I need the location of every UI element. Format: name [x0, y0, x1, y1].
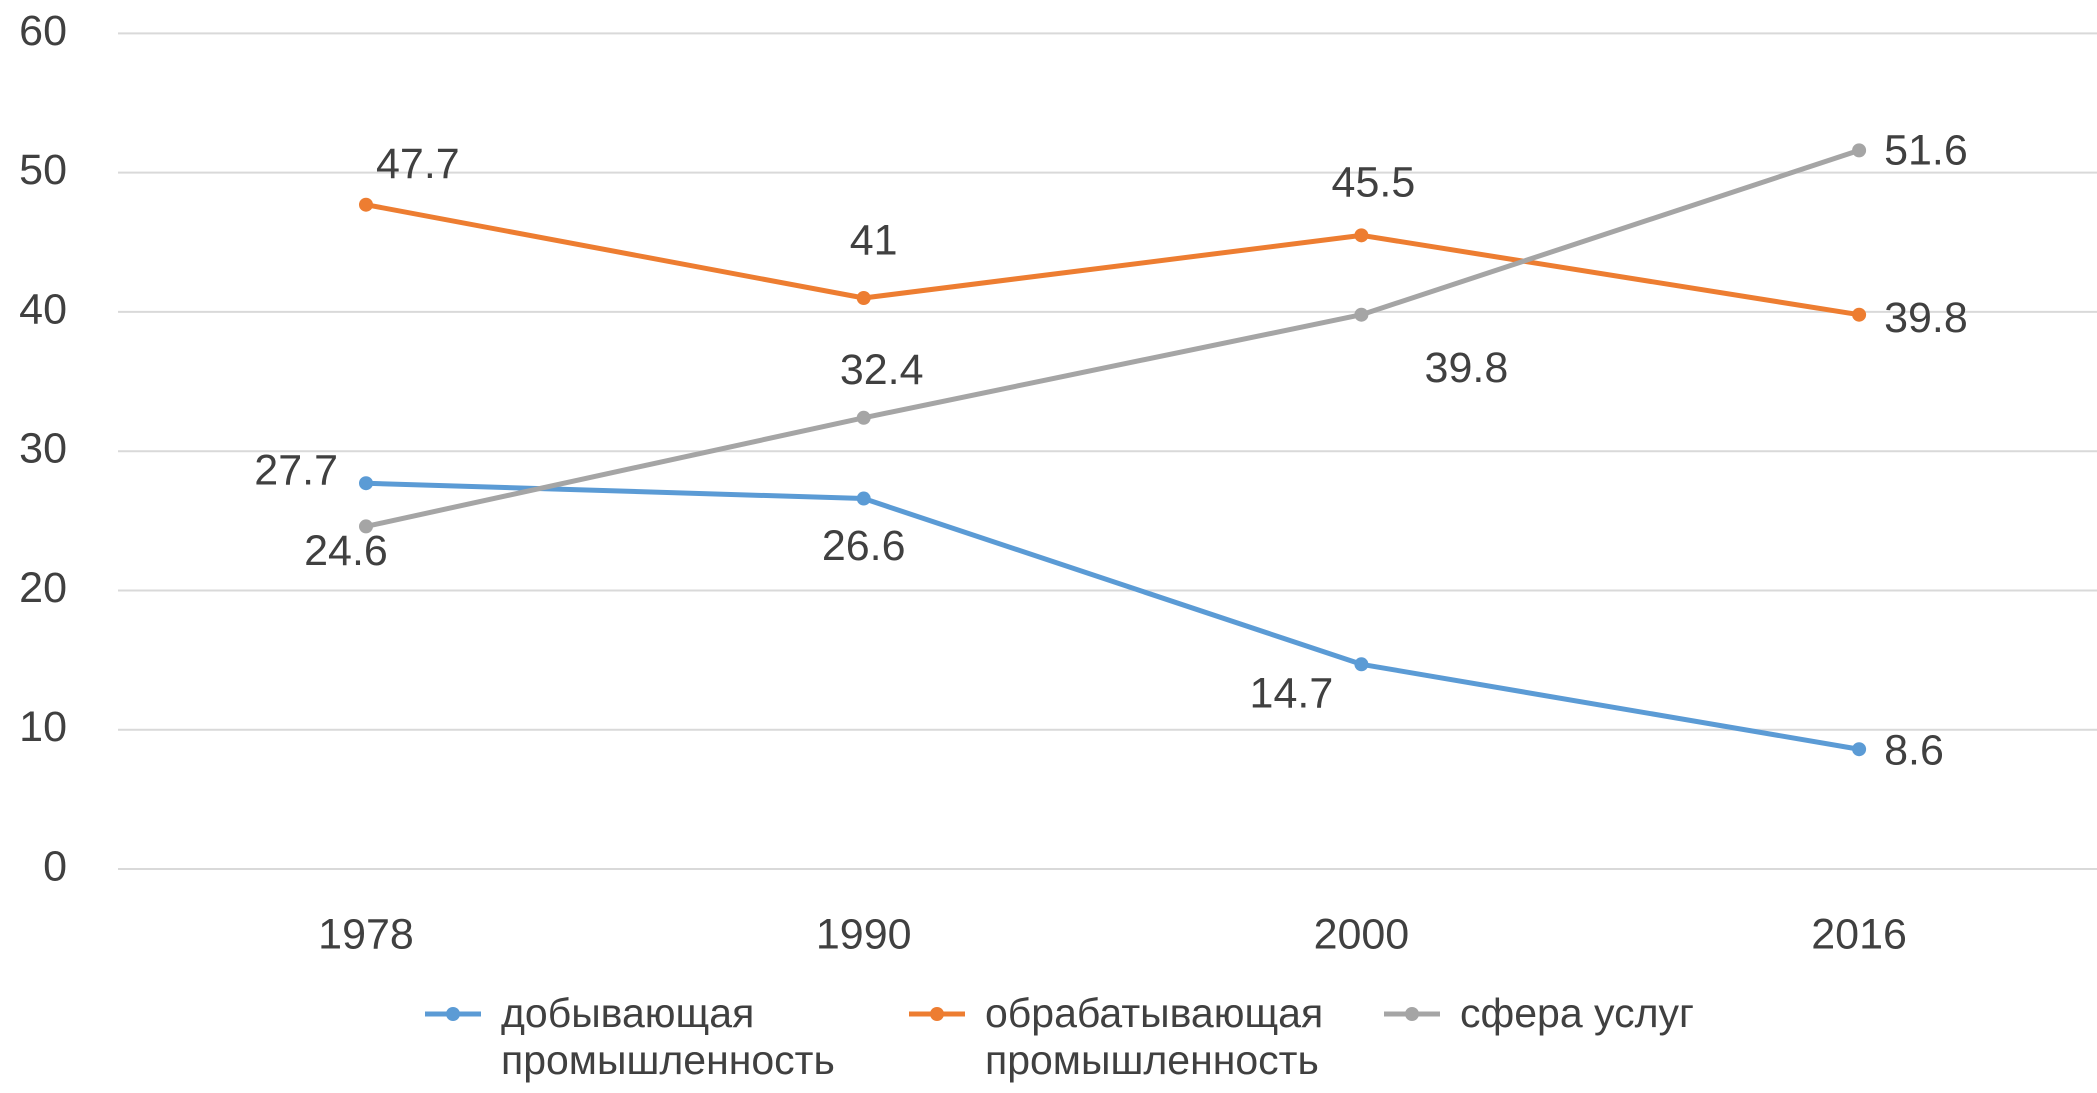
data-point — [856, 491, 871, 506]
data-point — [1354, 228, 1369, 243]
series-line — [365, 480, 1860, 752]
data-label: 27.7 — [254, 447, 338, 495]
x-tick-label: 2000 — [1314, 910, 1410, 958]
data-point — [856, 410, 871, 425]
x-tick-label: 2016 — [1811, 910, 1907, 958]
legend-item: добывающая промышленность — [425, 990, 861, 1084]
legend-marker — [425, 1007, 481, 1021]
data-label: 39.8 — [1425, 344, 1509, 392]
data-label: 8.6 — [1884, 727, 1944, 775]
data-point — [1852, 143, 1867, 158]
y-tick-label: 60 — [19, 7, 67, 55]
legend-label: сфера услуг — [1460, 990, 1694, 1036]
legend-marker — [1384, 1007, 1440, 1021]
legend-dot — [446, 1007, 460, 1021]
x-tick-label: 1990 — [816, 910, 912, 958]
legend-dot — [1405, 1007, 1419, 1021]
legend-item: обрабатывающая промышленность — [909, 990, 1345, 1084]
legend-label: обрабатывающая промышленность — [985, 990, 1324, 1083]
y-tick-label: 30 — [19, 425, 67, 473]
series-line — [365, 202, 1860, 318]
data-point — [1852, 742, 1867, 757]
y-tick-label: 50 — [19, 146, 67, 194]
data-label: 51.6 — [1884, 127, 1968, 175]
legend-item: сфера услуг — [1384, 990, 1760, 1037]
data-label: 47.7 — [376, 140, 460, 188]
data-label: 45.5 — [1332, 159, 1416, 207]
data-label: 32.4 — [840, 346, 924, 394]
data-point — [359, 519, 373, 534]
data-point — [1354, 657, 1369, 672]
legend-marker — [909, 1007, 965, 1021]
series-line — [365, 148, 1860, 529]
y-tick-label: 10 — [19, 703, 67, 751]
plot: 0 10 20 30 40 50 60 1978 1990 2000 2016 27.7 26.6 14.… — [19, 7, 2097, 958]
data-point — [856, 291, 871, 306]
y-tick-label: 0 — [43, 842, 67, 890]
legend-label: добывающая промышленность — [501, 990, 835, 1083]
legend-dot — [930, 1007, 944, 1021]
y-tick-label: 20 — [19, 564, 67, 612]
data-point — [1354, 307, 1369, 322]
data-label: 24.6 — [304, 527, 388, 575]
y-tick-label: 40 — [19, 285, 67, 333]
x-tick-label: 1978 — [318, 910, 414, 958]
data-label: 39.8 — [1884, 294, 1968, 342]
data-label: 14.7 — [1250, 670, 1334, 718]
data-label: 41 — [850, 216, 898, 264]
data-point — [359, 197, 373, 212]
data-point — [359, 476, 373, 491]
data-point — [1852, 307, 1867, 322]
data-label: 26.6 — [822, 522, 906, 570]
